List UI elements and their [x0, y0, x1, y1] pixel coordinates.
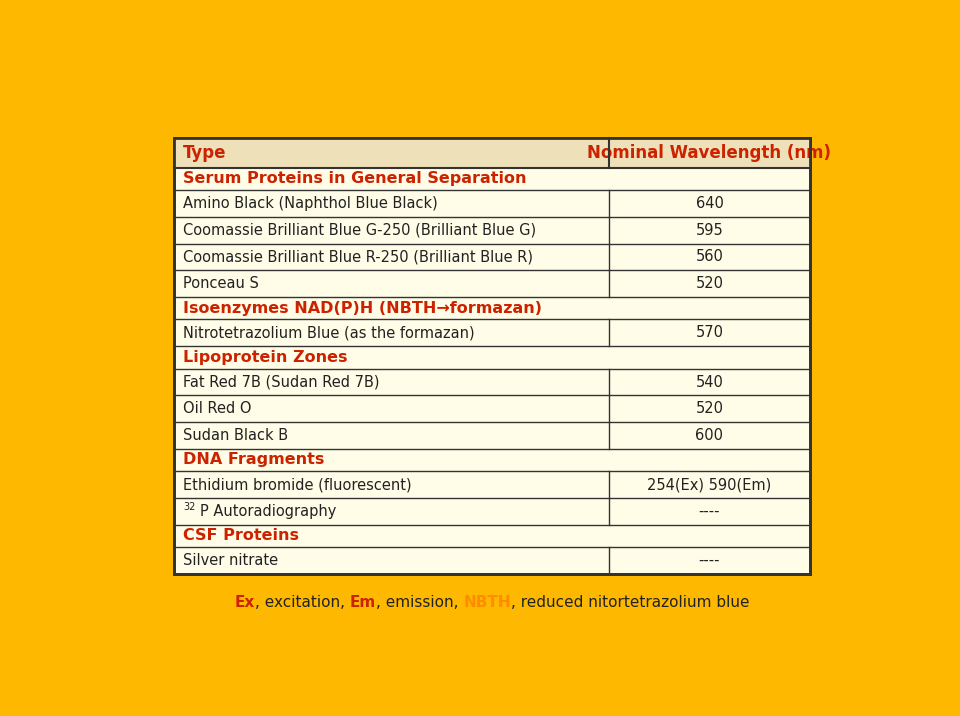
Text: Coomassie Brilliant Blue R-250 (Brilliant Blue R): Coomassie Brilliant Blue R-250 (Brillian… [183, 249, 533, 264]
Text: 640: 640 [696, 196, 724, 211]
Text: , excitation,: , excitation, [254, 595, 349, 610]
Text: P Autoradiography: P Autoradiography [200, 504, 336, 518]
Text: Nominal Wavelength (nm): Nominal Wavelength (nm) [588, 144, 831, 162]
Text: Coomassie Brilliant Blue G-250 (Brilliant Blue G): Coomassie Brilliant Blue G-250 (Brillian… [183, 223, 537, 238]
Text: 520: 520 [695, 276, 724, 291]
Text: Sudan Black B: Sudan Black B [183, 428, 288, 442]
Text: NBTH: NBTH [464, 595, 511, 610]
Text: Isoenzymes NAD(P)H (NBTH→formazan): Isoenzymes NAD(P)H (NBTH→formazan) [183, 301, 542, 316]
Text: 254(Ex) 590(Em): 254(Ex) 590(Em) [647, 477, 772, 492]
Text: 595: 595 [696, 223, 724, 238]
Bar [174, 138, 810, 574]
Text: Fat Red 7B (Sudan Red 7B): Fat Red 7B (Sudan Red 7B) [183, 374, 380, 390]
Text: Type: Type [183, 144, 227, 162]
Text: Lipoprotein Zones: Lipoprotein Zones [183, 350, 348, 365]
Text: Em: Em [349, 595, 376, 610]
Text: Ponceau S: Ponceau S [183, 276, 259, 291]
Text: Silver nitrate: Silver nitrate [183, 553, 278, 568]
Text: ----: ---- [699, 504, 720, 518]
Text: Ethidium bromide (fluorescent): Ethidium bromide (fluorescent) [183, 477, 412, 492]
Text: Nitrotetrazolium Blue (as the formazan): Nitrotetrazolium Blue (as the formazan) [183, 325, 475, 340]
Text: Serum Proteins in General Separation: Serum Proteins in General Separation [183, 171, 527, 186]
Text: 32: 32 [183, 502, 196, 512]
Text: , reduced nitortetrazolium blue: , reduced nitortetrazolium blue [511, 595, 750, 610]
Text: ----: ---- [699, 553, 720, 568]
Text: Amino Black (Naphthol Blue Black): Amino Black (Naphthol Blue Black) [183, 196, 438, 211]
Text: Ex: Ex [234, 595, 254, 610]
Text: CSF Proteins: CSF Proteins [183, 528, 300, 543]
Text: Oil Red O: Oil Red O [183, 401, 252, 416]
Text: 540: 540 [696, 374, 724, 390]
Text: 600: 600 [695, 428, 724, 442]
Text: , emission,: , emission, [376, 595, 464, 610]
Text: DNA Fragments: DNA Fragments [183, 453, 324, 468]
Text: 570: 570 [695, 325, 724, 340]
Text: 560: 560 [696, 249, 724, 264]
Text: 520: 520 [695, 401, 724, 416]
Bar [174, 138, 810, 168]
Bar [174, 138, 810, 574]
